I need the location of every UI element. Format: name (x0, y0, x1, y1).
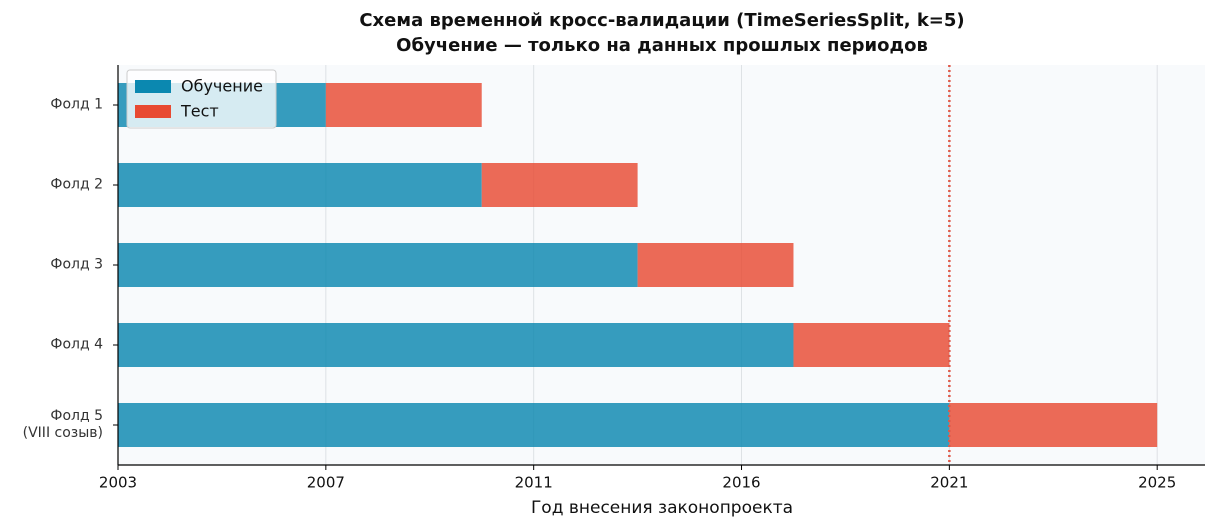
x-tick-label: 2025 (1138, 474, 1176, 492)
x-tick-label: 2021 (930, 474, 968, 492)
bar (481, 163, 638, 207)
y-tick-label: Фолд 1 (50, 96, 103, 113)
bar (325, 83, 482, 127)
bar (118, 163, 482, 207)
bar (118, 243, 638, 287)
bar (118, 403, 950, 447)
x-axis-label: Год внесения законопроекта (531, 498, 793, 518)
legend: Обучение Тест (126, 69, 277, 129)
legend-swatch (135, 80, 171, 93)
bar (949, 403, 1158, 447)
x-tick-label: 2003 (99, 474, 137, 492)
legend-swatch (135, 105, 171, 118)
bar (793, 323, 950, 367)
chart-title: Схема временной кросс-валидации (TimeSer… (359, 10, 964, 31)
y-tick-label: Фолд 4 (50, 336, 103, 353)
legend-label: Тест (180, 102, 219, 121)
y-tick-label: Фолд 2 (50, 176, 103, 193)
y-tick-label: Фолд 5 (VIII созыв) (22, 408, 103, 441)
bar (118, 323, 794, 367)
legend-label: Обучение (181, 77, 263, 96)
y-tick-label: Фолд 3 (50, 256, 103, 273)
x-tick-label: 2016 (722, 474, 760, 492)
chart-subtitle: Обучение — только на данных прошлых пери… (396, 35, 928, 56)
bar (637, 243, 794, 287)
x-tick-label: 2007 (307, 474, 345, 492)
x-tick-label: 2011 (515, 474, 553, 492)
